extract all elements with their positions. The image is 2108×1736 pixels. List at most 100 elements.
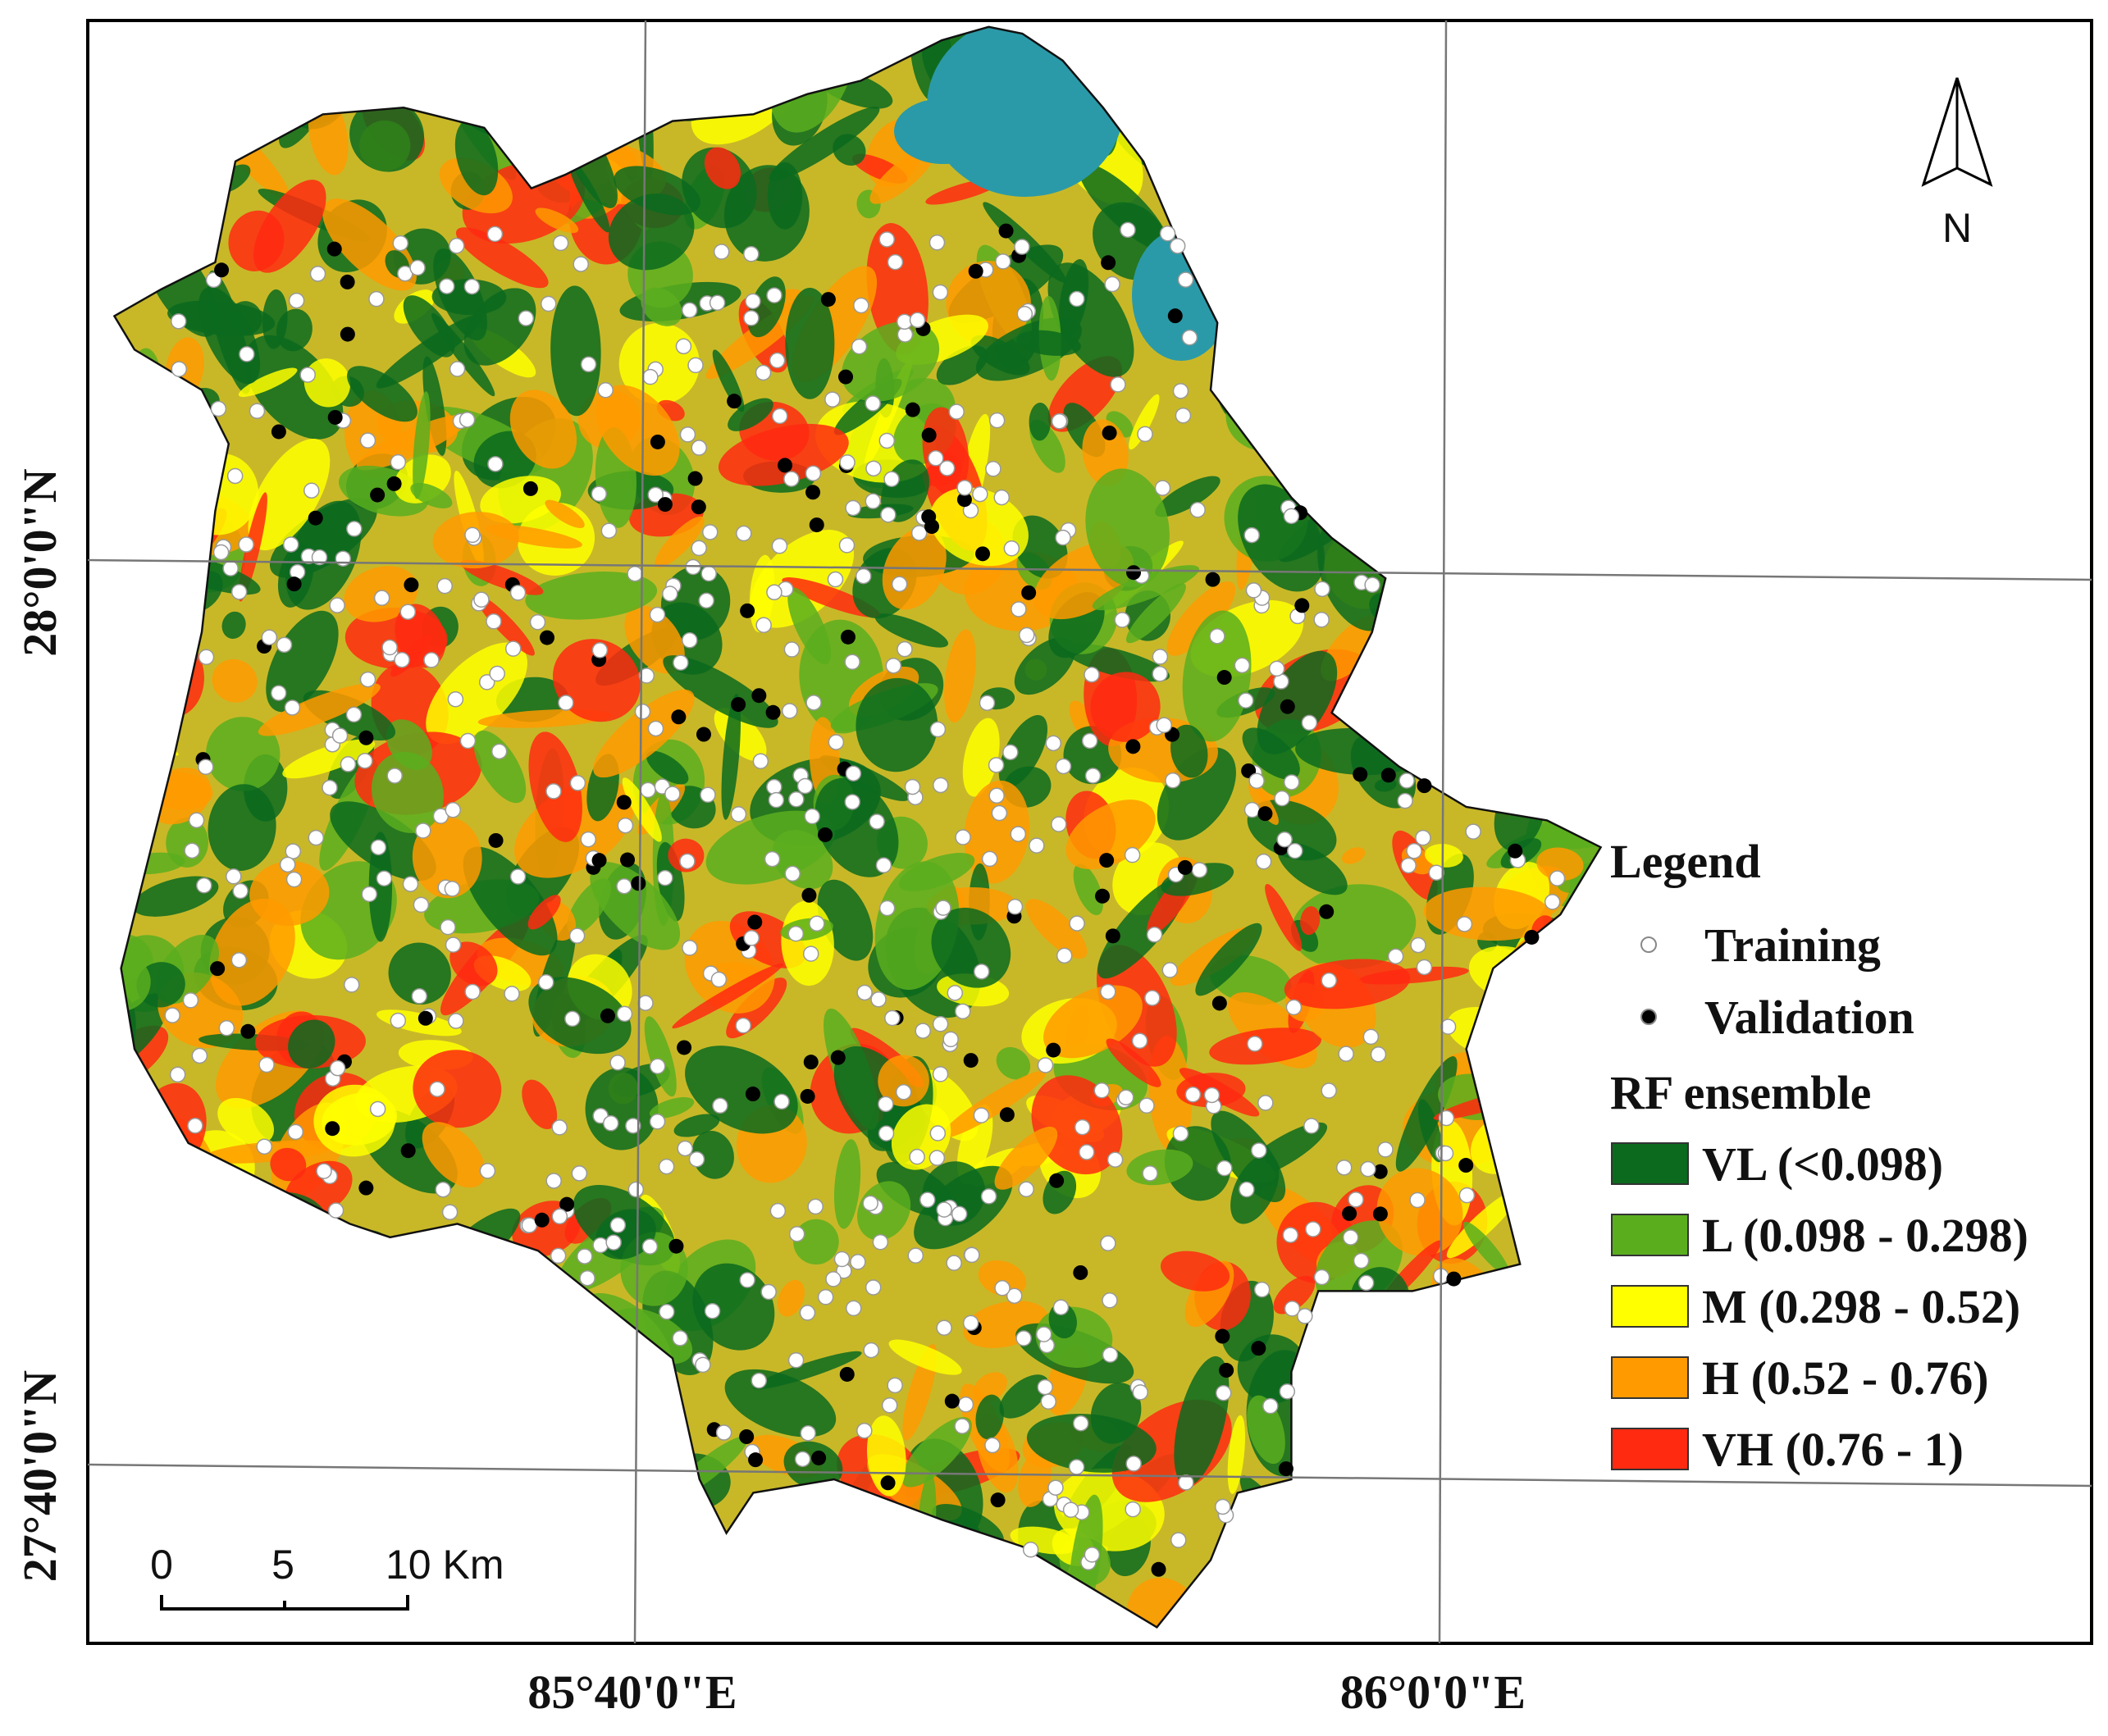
raster-patch	[1090, 672, 1161, 742]
training-point	[198, 649, 215, 666]
validation-point	[1508, 843, 1523, 859]
training-point	[1018, 1181, 1034, 1198]
training-point	[303, 482, 320, 499]
training-point	[928, 450, 944, 467]
scale-label: 0	[150, 1542, 173, 1588]
training-point	[1255, 853, 1272, 870]
raster-patch	[1125, 583, 1186, 644]
training-point	[672, 1330, 688, 1346]
validation-point	[840, 629, 856, 645]
training-point	[1047, 1479, 1064, 1496]
validation-point	[1125, 739, 1141, 754]
training-point	[783, 641, 801, 658]
training-point	[188, 812, 205, 829]
training-point	[1172, 1125, 1189, 1142]
raster-patch	[1284, 959, 1411, 1009]
training-point	[1189, 502, 1206, 518]
raster-patch	[663, 655, 778, 728]
training-point	[1314, 581, 1330, 598]
raster-patch	[528, 977, 632, 1055]
raster-patch	[750, 530, 855, 628]
validation-point	[358, 730, 374, 745]
training-point	[627, 565, 643, 582]
raster-patch	[644, 1016, 677, 1097]
training-point	[226, 868, 242, 885]
raster-patch	[724, 1369, 837, 1438]
training-point	[1239, 1181, 1255, 1198]
training-point	[1144, 990, 1161, 1006]
raster-patch	[376, 314, 484, 389]
training-point	[1146, 927, 1163, 943]
training-point	[1283, 774, 1300, 791]
validation-point	[600, 1008, 615, 1023]
north-label: N	[1942, 205, 1972, 251]
training-point	[713, 244, 730, 260]
training-point	[897, 640, 913, 658]
training-point	[845, 499, 861, 517]
training-point	[851, 338, 868, 355]
training-point	[955, 829, 971, 845]
raster-patch	[303, 358, 351, 408]
training-point	[196, 877, 212, 894]
training-point	[788, 791, 805, 808]
raster-patch	[266, 610, 339, 713]
training-point	[1348, 1192, 1364, 1208]
raster-patch	[1047, 262, 1134, 377]
training-point	[198, 759, 214, 776]
validation-point	[488, 832, 504, 848]
training-point	[865, 395, 881, 412]
raster-patch	[975, 1394, 1004, 1440]
raster-patch	[749, 554, 775, 633]
training-point	[509, 585, 527, 601]
training-point	[479, 674, 495, 690]
training-point	[956, 480, 973, 496]
training-point	[170, 313, 187, 330]
validation-point	[740, 603, 755, 618]
legend-swatch	[1611, 1356, 1689, 1399]
training-point	[957, 1397, 974, 1413]
training-point	[712, 1097, 728, 1114]
validation-point	[811, 1450, 827, 1465]
training-point	[1084, 666, 1100, 683]
training-point	[479, 1163, 496, 1179]
training-point	[649, 1114, 666, 1130]
raster-patch	[347, 366, 417, 422]
training-point	[817, 1288, 834, 1305]
training-point	[919, 1192, 936, 1208]
training-point	[1100, 983, 1116, 1000]
training-point	[287, 1123, 304, 1141]
training-point	[1051, 816, 1067, 832]
validation-point	[1211, 996, 1227, 1011]
training-point	[872, 1233, 889, 1251]
training-point	[878, 432, 896, 449]
training-point	[1120, 221, 1136, 239]
raster-patch	[1029, 403, 1052, 441]
training-point	[1062, 1501, 1079, 1519]
training-point	[402, 876, 419, 892]
training-point	[642, 368, 659, 385]
raster-patch	[209, 898, 295, 1006]
training-point	[591, 642, 609, 658]
raster-patch	[1043, 985, 1143, 1059]
raster-patch	[888, 1339, 962, 1375]
training-point	[564, 1010, 581, 1027]
training-point	[1297, 1308, 1313, 1324]
raster-patch	[1247, 1395, 1285, 1465]
validation-point	[963, 1053, 979, 1068]
raster-patch	[480, 476, 561, 524]
training-point	[597, 382, 614, 399]
training-point	[279, 856, 296, 873]
training-point	[261, 629, 278, 645]
training-point	[1125, 1501, 1141, 1518]
training-point	[464, 526, 481, 544]
validation-point	[1021, 585, 1037, 600]
validation-point	[691, 499, 706, 515]
validation-point	[1380, 768, 1396, 783]
training-point	[1410, 936, 1426, 954]
validation-point	[880, 1475, 896, 1491]
training-point	[932, 1016, 949, 1032]
training-point	[735, 1017, 751, 1034]
training-point	[946, 1255, 962, 1271]
training-point	[1245, 582, 1262, 599]
raster-patch	[936, 345, 988, 385]
